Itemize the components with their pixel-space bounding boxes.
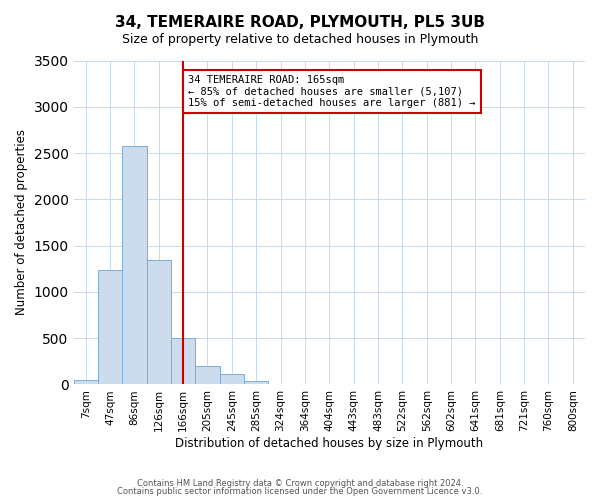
Bar (98, 270, 122, 384)
Bar (74, 380, 98, 384)
Bar (220, 374, 244, 384)
Text: Contains public sector information licensed under the Open Government Licence v3: Contains public sector information licen… (118, 487, 482, 496)
Bar (171, 338, 196, 384)
Text: Size of property relative to detached houses in Plymouth: Size of property relative to detached ho… (122, 32, 478, 46)
Y-axis label: Number of detached properties: Number of detached properties (15, 130, 28, 316)
Bar (196, 366, 220, 384)
Bar (146, 260, 171, 384)
Bar (122, 146, 146, 384)
Text: 34 TEMERAIRE ROAD: 165sqm
← 85% of detached houses are smaller (5,107)
15% of se: 34 TEMERAIRE ROAD: 165sqm ← 85% of detac… (188, 75, 476, 108)
Text: 34, TEMERAIRE ROAD, PLYMOUTH, PL5 3UB: 34, TEMERAIRE ROAD, PLYMOUTH, PL5 3UB (115, 15, 485, 30)
Text: Contains HM Land Registry data © Crown copyright and database right 2024.: Contains HM Land Registry data © Crown c… (137, 478, 463, 488)
Bar (244, 381, 268, 384)
X-axis label: Distribution of detached houses by size in Plymouth: Distribution of detached houses by size … (175, 437, 484, 450)
